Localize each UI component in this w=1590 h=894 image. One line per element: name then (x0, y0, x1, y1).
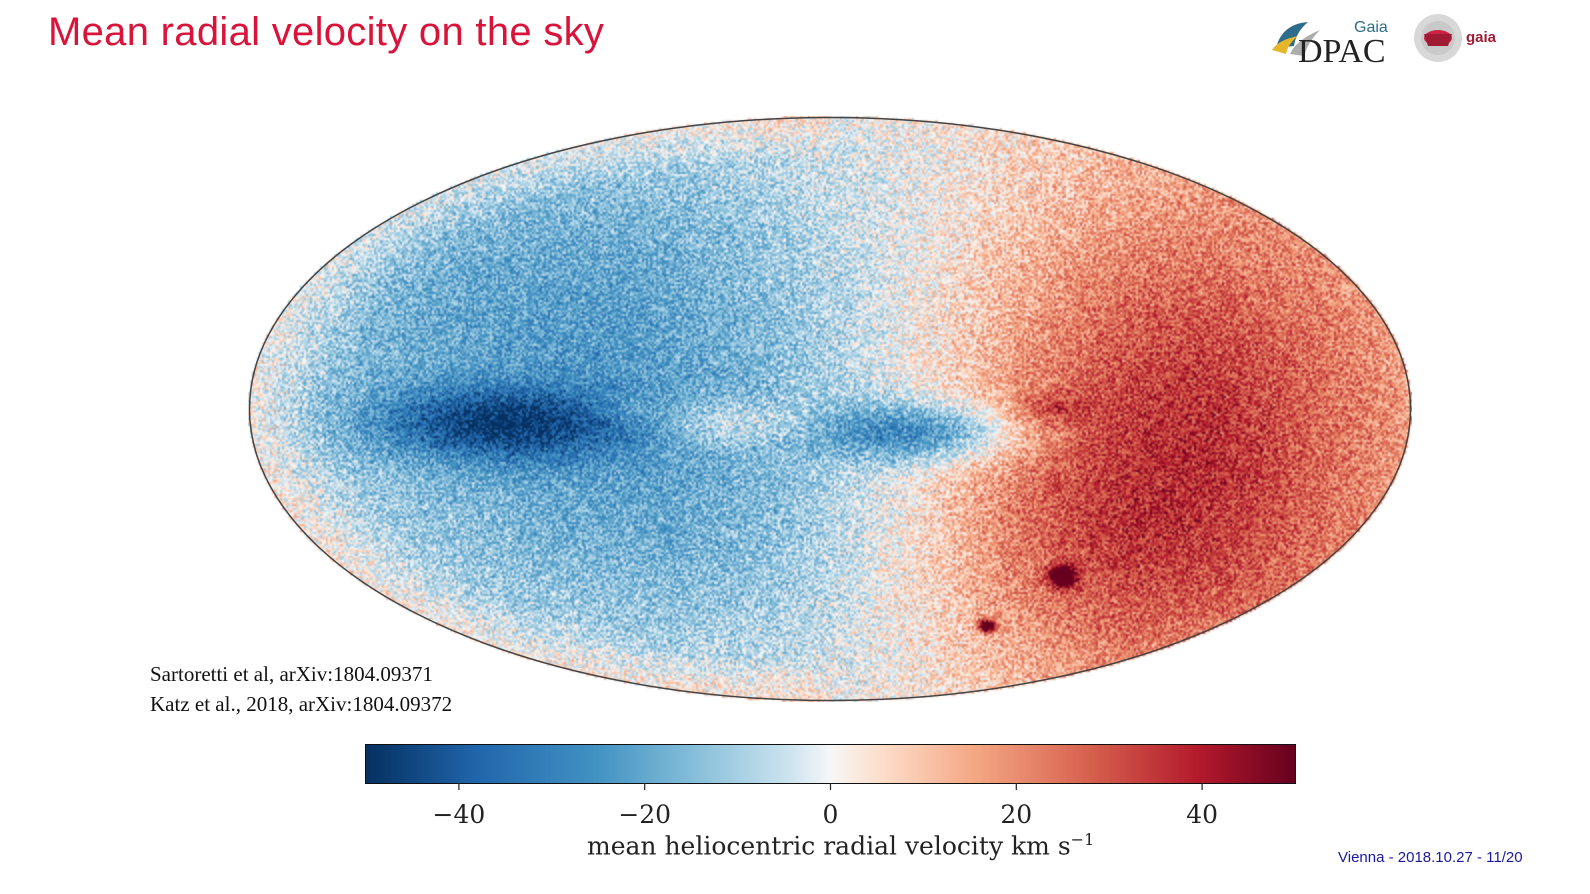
colorbar-tick-label: 20 (1000, 800, 1032, 829)
dpac-logo-big: DPAC (1298, 33, 1386, 70)
slide-title: Mean radial velocity on the sky (48, 10, 605, 54)
gaia-logo-text: gaia (1466, 29, 1497, 46)
colorbar-tick-label: −20 (618, 800, 671, 829)
reference-2: Katz et al., 2018, arXiv:1804.09372 (150, 692, 453, 716)
reference-1: Sartoretti et al, arXiv:1804.09371 (150, 662, 433, 686)
dpac-logo-icon: Gaia DPAC (1272, 19, 1388, 70)
logos: Gaia DPAC gaia (1272, 14, 1497, 70)
colorbar-tick-label: 40 (1186, 800, 1218, 829)
slide-footer: Vienna - 2018.10.27 - 11/20 (1338, 849, 1523, 866)
colorbar-label-exponent: −1 (1070, 830, 1095, 849)
colorbar-tick-label: 0 (823, 800, 839, 829)
colorbar-tick-label: −40 (433, 800, 486, 829)
colorbar-label-main: mean heliocentric radial velocity km s (587, 831, 1071, 861)
dpac-logo-small: Gaia (1354, 19, 1388, 36)
colorbar (365, 744, 1296, 784)
colorbar-label: mean heliocentric radial velocity km s−1 (587, 830, 1094, 860)
skymap-outline (248, 116, 1412, 702)
skymap-heatmap (248, 116, 1412, 702)
gaia-logo-icon: gaia (1414, 14, 1497, 62)
